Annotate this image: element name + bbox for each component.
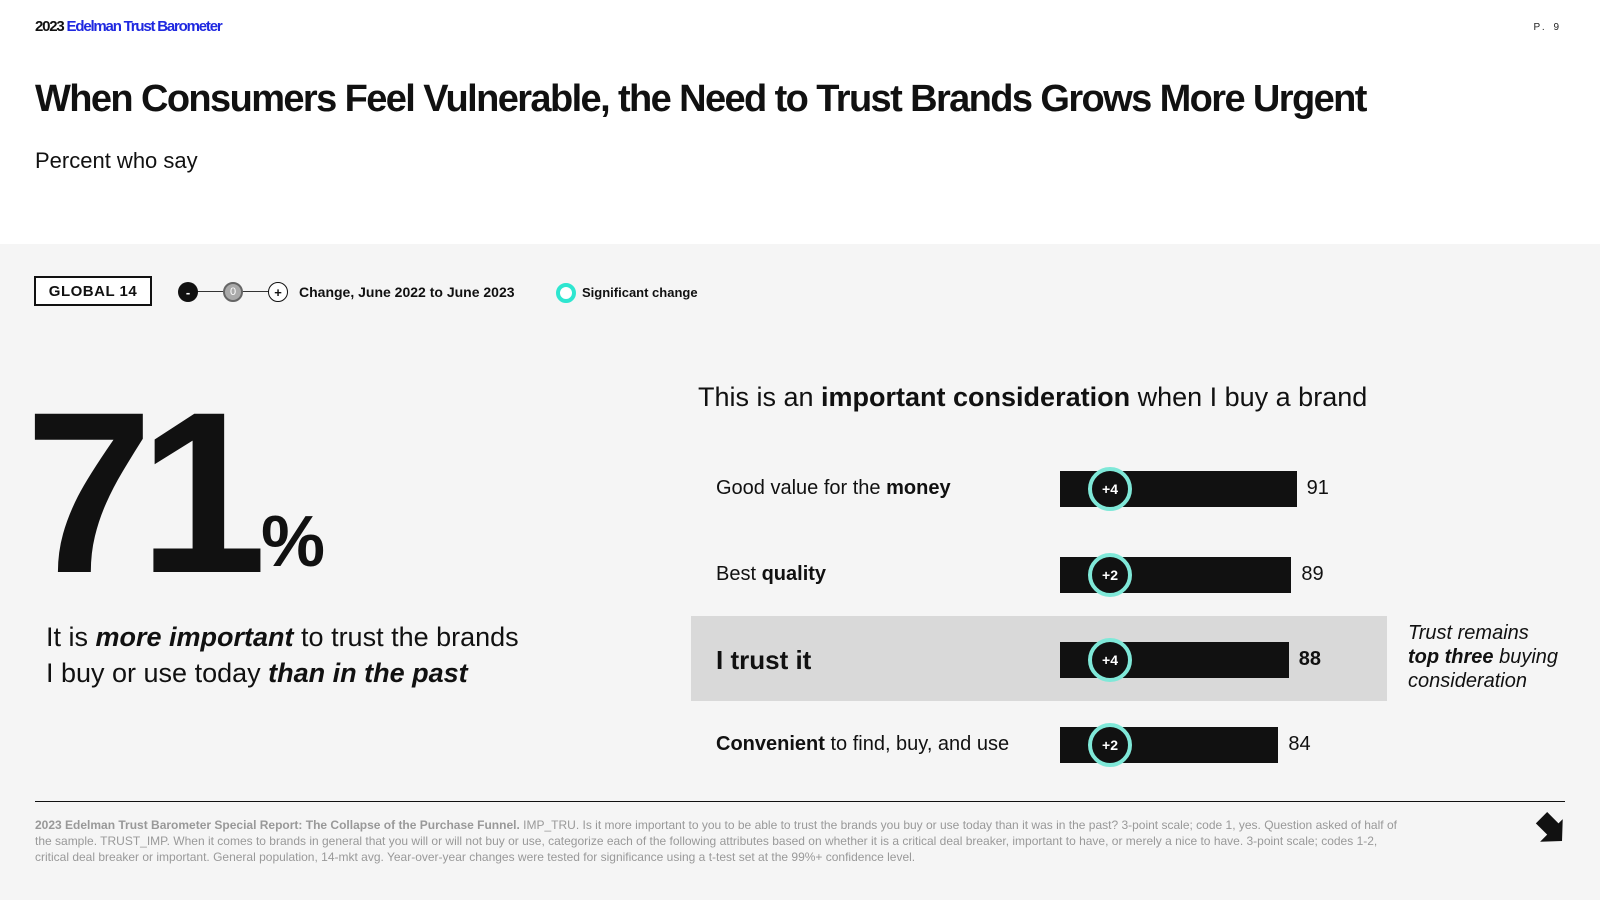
bar-label: Good value for the money [716,477,951,500]
global-14-badge: GLOBAL 14 [34,276,152,306]
statement-mid: to trust the brands [293,622,519,652]
brand-year: 2023 [35,18,65,35]
bar-label: I trust it [716,645,811,676]
change-indicator: +4 [1088,467,1132,511]
chart-title-post: when I buy a brand [1130,382,1368,412]
value-label: 84 [1288,733,1311,755]
bar-label-text: Good value for the [716,477,887,499]
footnote-source: 2023 Edelman Trust Barometer Special Rep… [35,818,520,832]
headline-value: 71 [25,364,267,621]
change-indicator: +4 [1088,638,1132,682]
next-arrow-icon[interactable] [1533,812,1567,846]
statement-line2-pre: I buy or use today [46,658,269,688]
value-label: 91 [1306,477,1329,499]
bar-label-emphasis: quality [761,563,827,585]
headline-unit: % [261,502,326,582]
bar-label-emphasis: I trust it [716,645,812,675]
bar-label: Best quality [716,563,826,586]
zero-icon: 0 [223,282,243,302]
callout-line3: consideration [1408,670,1527,692]
callout-line1: Trust remains [1408,622,1529,644]
statement-emphasis-2: than in the past [268,658,468,688]
footnote-text: IMP_TRU. Is it more important to you to … [35,818,1397,864]
page-title: When Consumers Feel Vulnerable, the Need… [35,78,1367,120]
content-panel [0,244,1600,900]
brand-name: Edelman Trust Barometer [66,18,223,35]
chart-title-bold: important consideration [821,382,1131,412]
plus-icon: + [268,282,288,302]
chart-title-pre: This is an [698,382,822,412]
bar-label-text: Best [716,563,762,585]
change-scale-legend: - 0 + [178,281,298,303]
trust-callout: Trust remains top three buying considera… [1408,621,1558,693]
value-label: 88 [1298,648,1322,670]
brand-logo: 2023 Edelman Trust Barometer [35,18,223,35]
minus-icon: - [178,282,198,302]
change-legend-label: Change, June 2022 to June 2023 [299,284,515,300]
headline-statement: It is more important to trust the brands… [46,619,519,691]
bar-label-text: to find, buy, and use [824,733,1010,755]
change-indicator: +2 [1088,723,1132,767]
page-number: P. 9 [1533,22,1562,33]
significant-change-icon [556,283,576,303]
callout-emphasis: top three [1408,646,1494,668]
bar-label-emphasis: Convenient [716,733,825,755]
statement-emphasis-1: more important [95,622,294,652]
bar-label: Convenient to find, buy, and use [716,733,1009,756]
chart-title: This is an important consideration when … [698,382,1367,413]
significant-change-label: Significant change [582,285,698,300]
change-indicator: +2 [1088,553,1132,597]
footer-divider [35,801,1565,802]
bar-label-emphasis: money [886,477,951,499]
page-subtitle: Percent who say [35,148,198,173]
footnote: 2023 Edelman Trust Barometer Special Rep… [35,817,1405,865]
callout-line2-rest: buying [1493,646,1559,668]
value-label: 89 [1301,563,1324,585]
statement-pre: It is [46,622,96,652]
